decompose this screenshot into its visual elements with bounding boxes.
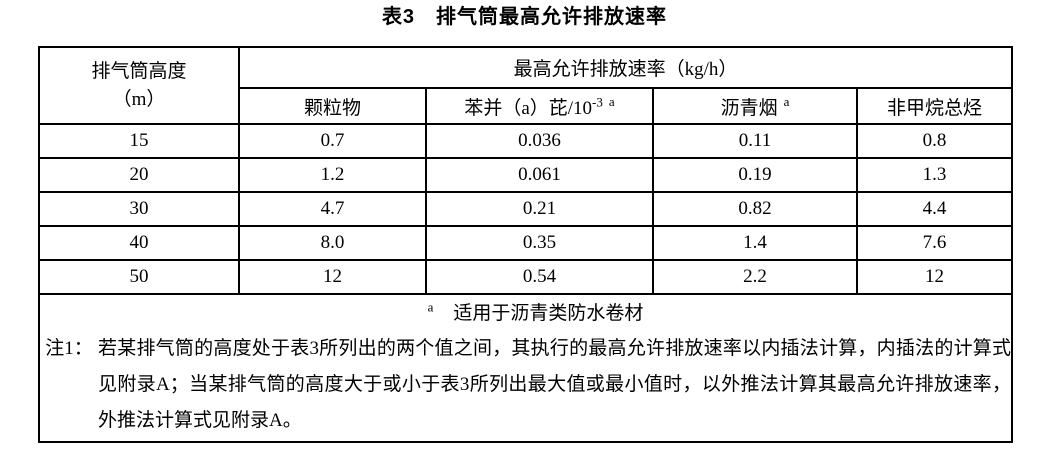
note-1-label: 注1： [45,338,93,359]
table-title: 表3 排气筒最高允许排放速率 [381,6,668,28]
table-row: 50 12 0.54 2.2 12 [38,259,1014,295]
emission-rate-table: 排气筒高度 （m） 最高允许排放速率（kg/h） 颗粒物 苯并（a）芘/10-3… [37,46,1014,443]
footnote-cell: a 适用于沥青类防水卷材 注1： 若某排气筒的高度处于表3所列出的两个值之间，其执… [37,293,1014,443]
benzopyrene-cell: 0.036 [425,123,654,159]
particulate-cell: 8.0 [238,225,427,261]
table-row: 20 1.2 0.061 0.19 1.3 [38,157,1014,193]
stack-height-cell: 40 [38,225,240,261]
table-row: 15 0.7 0.036 0.11 0.8 [38,123,1014,159]
stack-height-cell: 50 [38,259,240,295]
rate-span-header: 最高允许排放速率（kg/h） [237,46,1014,89]
col-header-asphalt-smoke: 沥青烟 a [652,87,858,125]
nmhc-cell: 12 [855,259,1014,295]
benzopyrene-base-text: 苯并（a）芘/10 [464,97,593,119]
footnote-a: a 适用于沥青类防水卷材 [40,297,1011,331]
stack-height-header-line1: 排气筒高度 [91,60,187,82]
benzopyrene-exponent: -3 [592,94,603,110]
col-header-particulate: 颗粒物 [238,87,427,125]
particulate-cell: 4.7 [238,191,427,227]
asphalt-smoke-cell: 0.82 [652,191,858,227]
asphalt-smoke-cell: 2.2 [652,259,858,295]
stack-height-cell: 30 [38,191,240,227]
asphalt-smoke-cell: 0.19 [652,157,858,193]
note-1-text: 若某排气筒的高度处于表3所列出的两个值之间，其执行的最高允许排放速率以内插法计算… [98,338,1012,431]
stack-height-header: 排气筒高度 （m） [38,46,240,125]
nmhc-cell: 1.3 [855,157,1014,193]
asphalt-smoke-cell: 0.11 [652,123,858,159]
stack-height-cell: 15 [38,123,240,159]
header-row-1: 排气筒高度 （m） 最高允许排放速率（kg/h） [38,46,1014,125]
table-row: 40 8.0 0.35 1.4 7.6 [38,225,1014,261]
benzopyrene-cell: 0.54 [425,259,654,295]
stack-height-cell: 20 [38,157,240,193]
particulate-cell: 0.7 [238,123,427,159]
benzopyrene-cell: 0.061 [425,157,654,193]
nmhc-cell: 4.4 [855,191,1014,227]
benzopyrene-cell: 0.35 [425,225,654,261]
particulate-cell: 12 [238,259,427,295]
footnote-a-text: 适用于沥青类防水卷材 [453,303,644,324]
nmhc-cell: 0.8 [855,123,1014,159]
stack-height-header-line2: （m） [112,88,166,110]
col-header-nmhc: 非甲烷总烃 [855,87,1014,125]
header-row-2: 颗粒物 苯并（a）芘/10-3 a 沥青烟 a 非甲烷总烃 [39,87,1014,125]
nmhc-cell: 7.6 [855,225,1014,261]
asphalt-smoke-cell: 1.4 [652,225,858,261]
particulate-cell: 1.2 [238,157,427,193]
asphalt-smoke-footnote-marker: a [783,94,790,110]
asphalt-smoke-text: 沥青烟 [720,97,778,119]
col-header-benzopyrene: 苯并（a）芘/10-3 a [425,87,654,125]
note-1: 注1： 若某排气筒的高度处于表3所列出的两个值之间，其执行的最高允许排放速率以内… [40,331,1011,439]
table-row: 30 4.7 0.21 0.82 4.4 [38,191,1014,227]
benzopyrene-footnote-marker: a [608,94,615,110]
footnote-row: a 适用于沥青类防水卷材 注1： 若某排气筒的高度处于表3所列出的两个值之间，其执… [37,293,1014,443]
benzopyrene-cell: 0.21 [425,191,654,227]
footnote-a-marker: a [427,299,434,315]
